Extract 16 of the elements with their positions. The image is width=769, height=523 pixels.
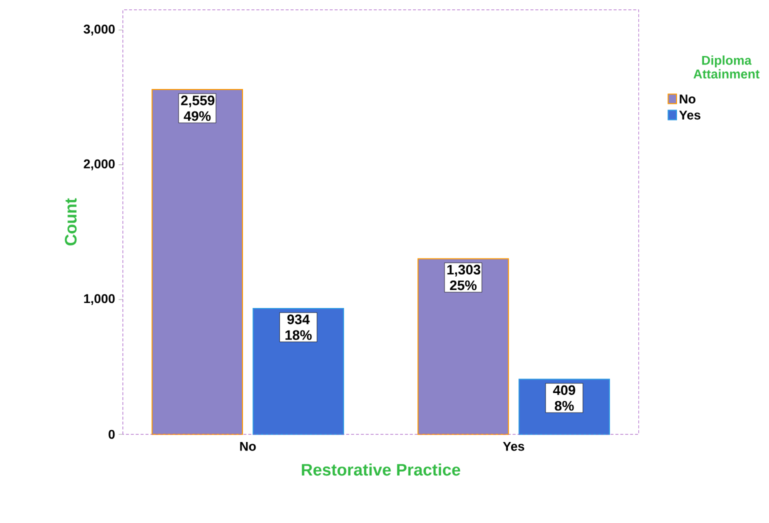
x-axis-title: Restorative Practice <box>302 464 460 476</box>
y-tick-label: 1,000 <box>84 294 115 306</box>
y-tick-label: 2,000 <box>84 159 115 170</box>
data-label: 1,303 25% <box>447 264 480 290</box>
legend-title: Diploma Attainment <box>694 56 760 79</box>
y-tick-label: 0 <box>108 430 115 439</box>
legend-label: Yes <box>679 110 700 120</box>
bar <box>418 258 509 435</box>
data-label: 409 8% <box>553 385 576 411</box>
bar <box>252 308 344 435</box>
legend-label: No <box>680 94 696 104</box>
bar <box>152 89 243 435</box>
data-label: 934 18% <box>285 314 312 340</box>
data-label: 2,559 49% <box>181 96 214 122</box>
y-tick-label: 3,000 <box>84 24 115 36</box>
y-axis-title: Count <box>64 198 77 246</box>
